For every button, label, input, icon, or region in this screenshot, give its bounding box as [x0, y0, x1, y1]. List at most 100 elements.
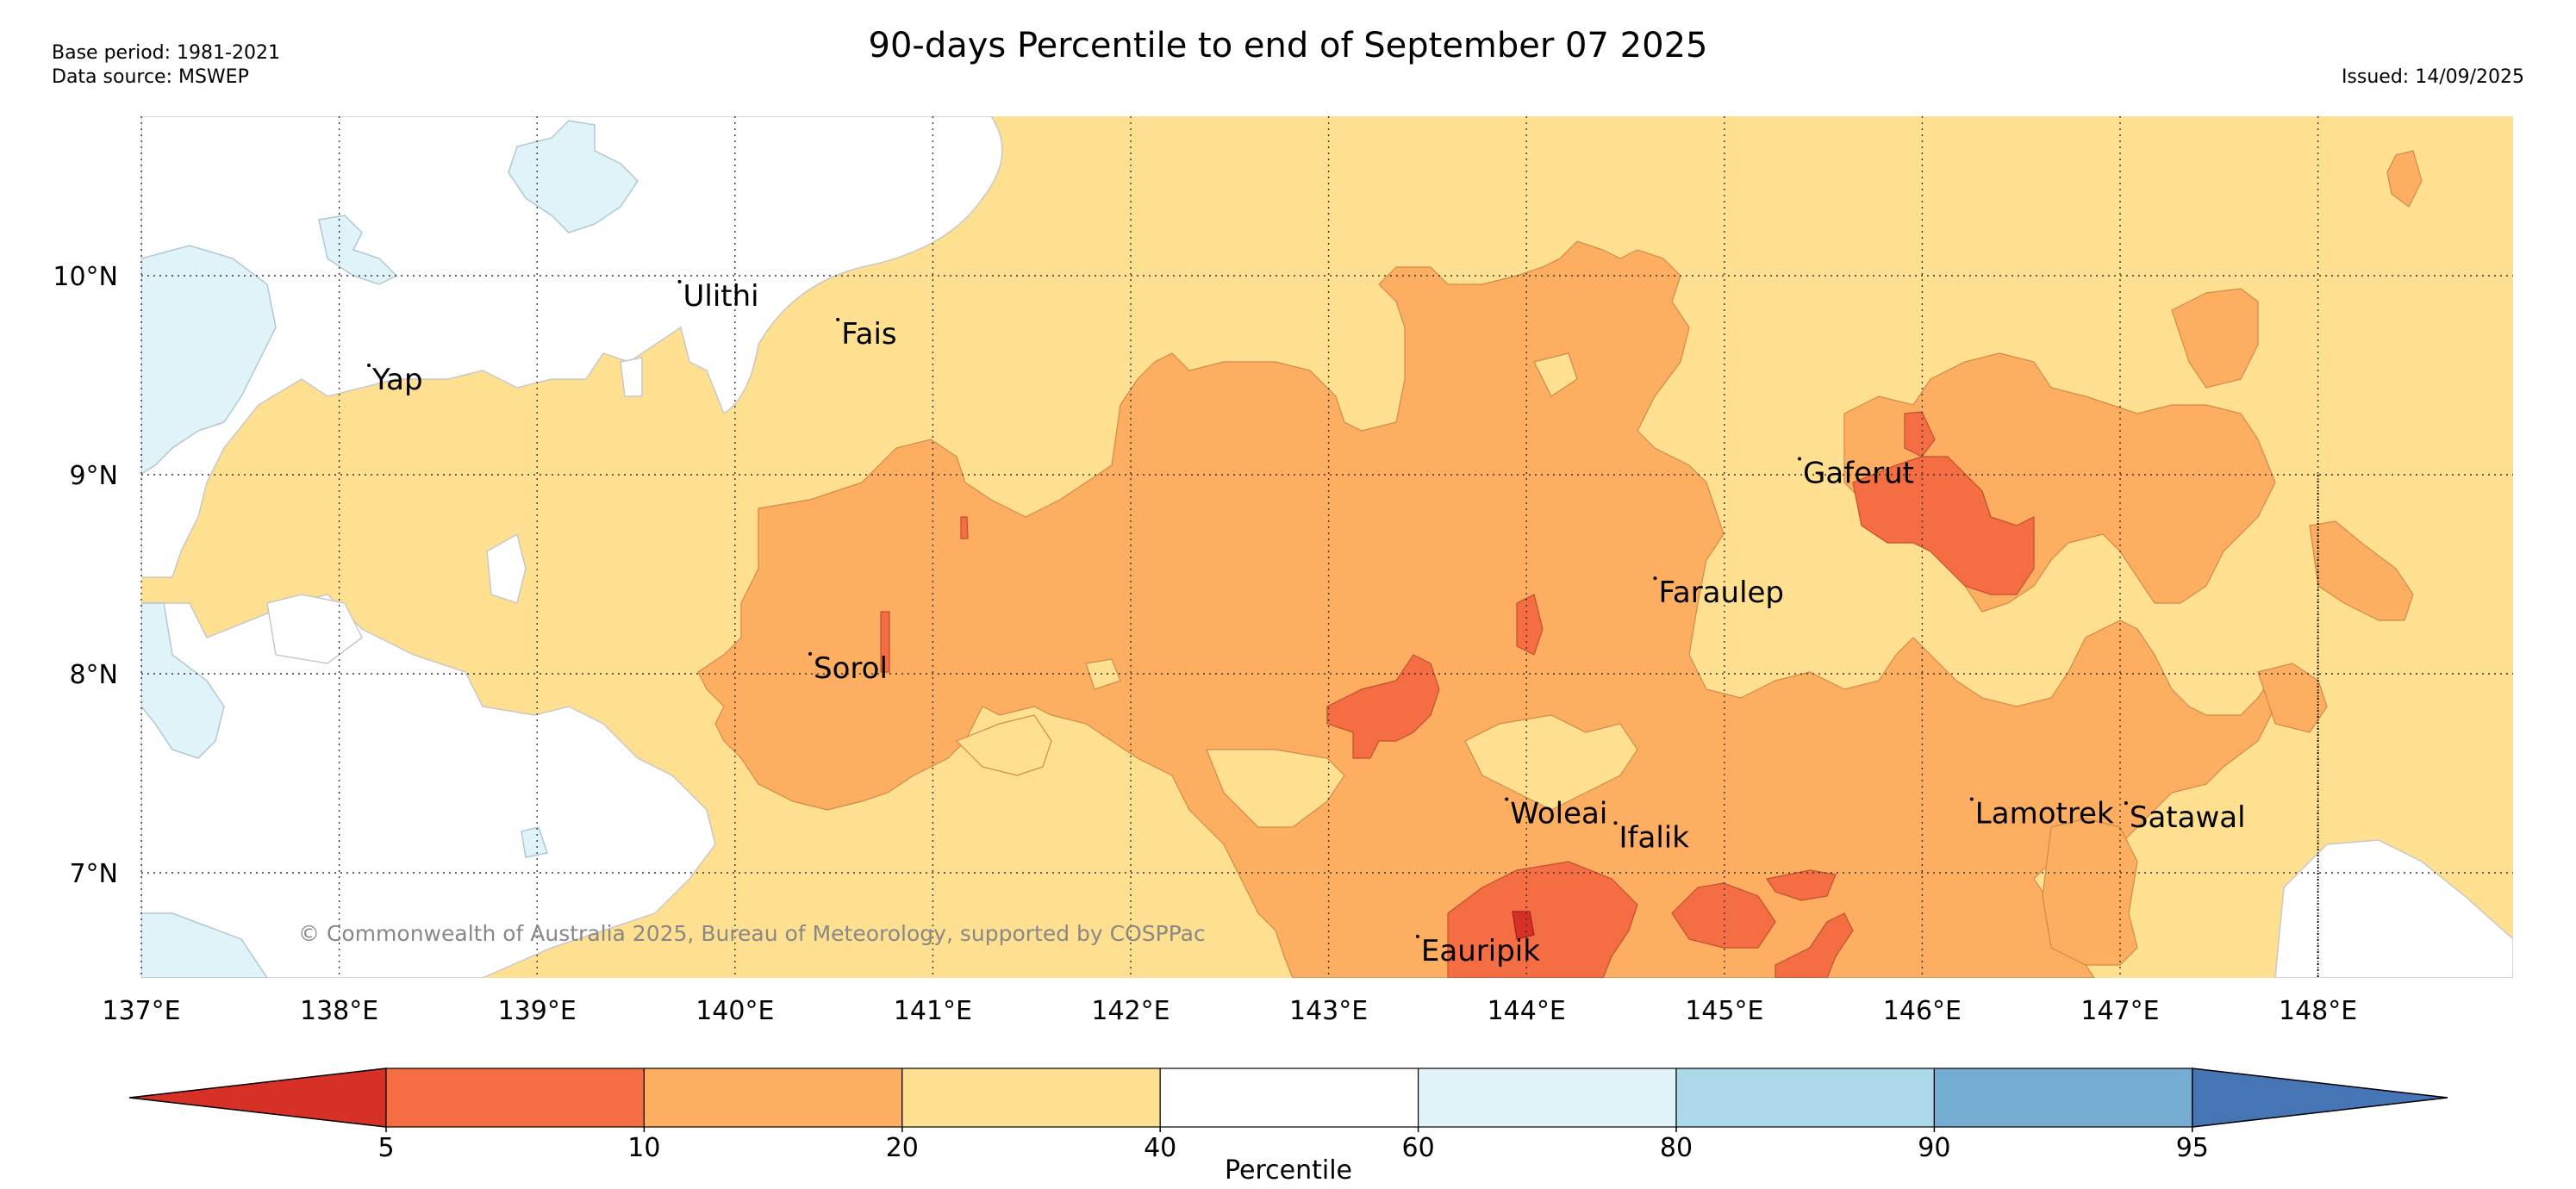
- lon-tick-label: 143°E: [1289, 996, 1368, 1026]
- colorbar-arrow-high: [2192, 1068, 2448, 1128]
- region-5-10-south-3: [1766, 869, 1837, 901]
- region-10-20-southeast: [2042, 818, 2138, 966]
- region-60-80-north-2: [318, 215, 398, 285]
- region-5-10-west-small: [960, 516, 969, 539]
- lon-tick-label: 137°E: [102, 996, 180, 1026]
- region-60-80-sw-small: [521, 826, 548, 858]
- island-marker: [1798, 457, 1802, 461]
- map-title: 90-days Percentile to end of September 0…: [868, 26, 1708, 65]
- region-10-20-main: [697, 240, 2276, 978]
- island-label: Ifalik: [1619, 820, 1690, 855]
- region-10-20-northeast: [2171, 288, 2259, 389]
- island-label: Eauripik: [1421, 934, 1540, 968]
- colorbar-tick-label: 20: [886, 1133, 919, 1163]
- colorbar-tick-label: 60: [1402, 1133, 1435, 1163]
- region-5-10-south-2: [1671, 882, 1776, 949]
- region-5-10-south: [1447, 861, 1638, 978]
- lon-tick-label: 138°E: [300, 996, 378, 1026]
- hole-40-60-c: [266, 594, 363, 664]
- island-marker: [1653, 576, 1657, 581]
- lat-tick-label: 8°N: [69, 660, 118, 690]
- copyright-credit: © Commonwealth of Australia 2025, Bureau…: [298, 921, 1206, 946]
- region-40-60-southeast: [2274, 839, 2513, 978]
- map-field: [141, 116, 2513, 978]
- island-marker: [808, 651, 813, 656]
- lat-tick-label: 7°N: [69, 859, 118, 889]
- region-60-80-west: [141, 245, 277, 475]
- island-marker: [367, 363, 371, 367]
- lon-tick-label: 148°E: [2279, 996, 2357, 1026]
- region-40-60-southwest: [141, 594, 716, 978]
- region-5-10-mid: [1516, 594, 1544, 656]
- axis-labels: 137°E 138°E 139°E 140°E 141°E 142°E 143°E 144°E…: [53, 262, 2357, 1026]
- colorbar-tick-label: 10: [627, 1133, 660, 1163]
- region-10-20-east-2: [2309, 520, 2414, 621]
- lat-tick-label: 9°N: [69, 461, 118, 491]
- metadata-left: Base period: 1981-2021 Data source: MSWE…: [52, 41, 280, 90]
- region-5-10-sorol: [880, 611, 890, 673]
- colorbar-segment: [643, 1068, 903, 1128]
- island-marker: [2124, 801, 2128, 806]
- island-label: Faraulep: [1658, 576, 1784, 610]
- colorbar-tick-label: 95: [2176, 1133, 2209, 1163]
- island-marker: [1505, 797, 1509, 801]
- island-label: Sorol: [814, 651, 888, 686]
- colorbar-tick-label: 80: [1660, 1133, 1693, 1163]
- hole-20-40-e: [1085, 658, 1121, 690]
- colorbar: 5 10 20 40 60 80 90 95: [128, 1068, 2448, 1163]
- colorbar-title: Percentile: [1225, 1155, 1352, 1186]
- lat-tick-label: 10°N: [53, 262, 118, 292]
- island-label: Satawal: [2130, 800, 2246, 835]
- lon-tick-label: 142°E: [1091, 996, 1169, 1026]
- colorbar-segment: [1417, 1068, 1677, 1128]
- island-label: Lamotrek: [1975, 797, 2114, 831]
- lon-tick-label: 139°E: [498, 996, 577, 1026]
- colorbar-tick-label: 40: [1144, 1133, 1176, 1163]
- lon-tick-label: 140°E: [695, 996, 774, 1026]
- hole-20-40-a: [955, 714, 1052, 776]
- data-source-text: Data source: MSWEP: [52, 66, 249, 88]
- colorbar-segment: [1675, 1068, 1935, 1128]
- region-5-10-central: [1326, 654, 1440, 759]
- island-label: Woleai: [1510, 797, 1607, 831]
- colorbar-segment: [1933, 1068, 2193, 1128]
- lon-tick-label: 147°E: [2080, 996, 2159, 1026]
- issued-date: Issued: 14/09/2025: [2341, 66, 2524, 88]
- hole-20-40-d: [1533, 352, 1578, 397]
- base-period-text: Base period: 1981-2021: [52, 42, 280, 64]
- region-5-10-gaferut-top: [1904, 411, 1936, 458]
- region-5-10-south-4: [1775, 912, 1854, 978]
- island-label: Fais: [841, 317, 896, 352]
- island-label: Ulithi: [683, 279, 759, 314]
- island-label: Gaferut: [1803, 457, 1914, 491]
- colorbar-segment: [385, 1068, 645, 1128]
- region-10-20-east-3: [2257, 663, 2328, 733]
- region-60-80-north: [508, 120, 639, 233]
- lon-tick-label: 141°E: [894, 996, 972, 1026]
- hole-20-40-b: [1206, 749, 1345, 828]
- region-60-80-west-2: [141, 602, 225, 759]
- colorbar-segment: [901, 1068, 1161, 1128]
- island-marker: [836, 317, 840, 321]
- island-marker: [1969, 797, 1974, 801]
- lon-tick-label: 145°E: [1685, 996, 1763, 1026]
- region-10-20-island-ne: [2386, 150, 2423, 208]
- hole-40-60-b: [620, 357, 643, 397]
- lon-tick-label: 144°E: [1488, 996, 1566, 1026]
- hole-20-40-c: [1464, 714, 1638, 811]
- island-marker: [1613, 821, 1618, 825]
- colorbar-segment: [1159, 1068, 1419, 1128]
- colorbar-arrow-low: [128, 1068, 387, 1128]
- hole-40-60-a: [486, 532, 527, 604]
- island-marker: [677, 279, 682, 283]
- island-layer: Ulithi Fais Yap Gaferut Faraulep Sorol Woleai L…: [367, 279, 2246, 968]
- region-below-5: [1512, 911, 1535, 940]
- gridlines: [140, 116, 2513, 978]
- island-marker: [1415, 934, 1419, 938]
- colorbar-tick-label: 90: [1918, 1133, 1950, 1163]
- lon-tick-label: 146°E: [1883, 996, 1962, 1026]
- colorbar-tick-label: 5: [377, 1133, 394, 1163]
- region-5-10-gaferut: [1852, 456, 2035, 595]
- region-60-80-southwest: [141, 912, 268, 978]
